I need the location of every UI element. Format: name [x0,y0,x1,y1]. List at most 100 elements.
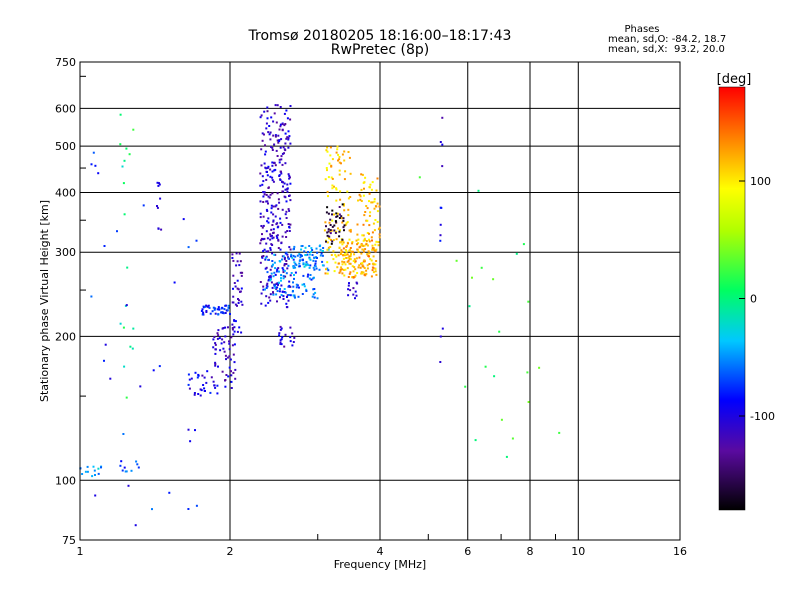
echo-point [156,181,159,184]
echo-point [334,253,337,256]
echo-point [335,188,338,191]
echo-point [240,300,243,303]
echo-point [224,385,227,388]
echo-point [302,262,305,265]
echo-point [223,350,226,353]
echo-point [227,375,230,378]
echo-point [335,151,338,154]
echo-point [361,244,364,247]
echo-point [309,274,312,276]
x-axis-label: Frequency [MHz] [334,558,426,571]
echo-point [259,216,262,219]
echo-point [90,295,93,298]
echo-point [359,266,362,269]
echo-point [276,300,278,303]
echo-point [368,263,371,265]
echo-point [214,363,217,365]
echo-point [288,246,291,249]
echo-point [277,198,280,201]
echo-point [326,150,329,153]
echo-point [159,197,162,200]
echo-point [168,491,171,494]
echo-point [233,319,236,322]
echo-point [279,179,282,181]
echo-point [319,248,322,251]
echo-point [273,253,276,256]
echo-point [341,243,344,246]
x-tick-label: 2 [227,545,234,558]
echo-point [287,223,290,225]
echo-point [377,228,380,231]
echo-point [303,285,306,288]
echo-point [363,273,366,276]
echo-point [338,173,341,176]
echo-point [207,304,210,307]
echo-point [270,116,273,119]
echo-point [370,201,373,204]
echo-point [234,368,237,371]
echo-point [321,250,324,252]
echo-point [484,365,487,368]
echo-point [116,230,118,233]
echo-point [233,330,236,333]
echo-point [209,391,212,394]
echo-point [330,238,332,241]
echo-point [271,264,274,267]
echo-point [358,246,361,249]
echo-point [285,272,288,275]
echo-point [282,146,285,149]
echo-point [282,275,285,278]
echo-point [231,257,234,259]
echo-point [220,342,223,345]
echo-point [142,204,145,207]
echo-point [464,385,467,388]
echo-point [310,250,313,253]
echo-point [91,475,94,478]
echo-point [298,259,301,262]
echo-point [418,176,421,179]
echo-point [286,117,289,120]
echo-point [338,230,341,233]
echo-point [295,286,298,289]
echo-point [316,297,319,300]
echo-point [205,381,208,384]
echo-point [241,303,244,306]
echo-point [284,333,287,336]
echo-point [337,159,339,162]
echo-point [233,282,236,284]
echo-point [239,271,242,274]
echo-point [293,277,295,280]
x-tick-label: 6 [464,545,471,558]
echo-point [190,377,193,380]
echo-point [278,140,281,142]
echo-point [325,268,327,271]
echo-point [368,200,370,203]
echo-point [439,335,442,338]
echo-point [336,145,339,148]
echo-point [199,388,202,391]
echo-point [303,283,306,286]
echo-point [212,380,215,383]
echo-point [287,138,290,141]
echo-point [351,276,354,279]
echo-point [293,261,296,264]
plot-frame [79,61,681,541]
echo-point [360,200,363,202]
echo-point [223,308,226,311]
echo-point [378,205,381,208]
x-tick-label: 1 [77,545,84,558]
echo-point [262,191,265,194]
echo-point [312,259,315,262]
echo-point [328,221,331,224]
echo-point [337,254,340,257]
echo-point [119,113,122,116]
echo-point [331,187,334,190]
echo-point [327,195,329,198]
echo-point [280,338,283,341]
echo-point [212,306,215,309]
echo-point [259,242,262,245]
echo-point [270,207,273,210]
echo-point [344,263,347,266]
echo-point [221,311,224,314]
echo-point [328,237,331,240]
